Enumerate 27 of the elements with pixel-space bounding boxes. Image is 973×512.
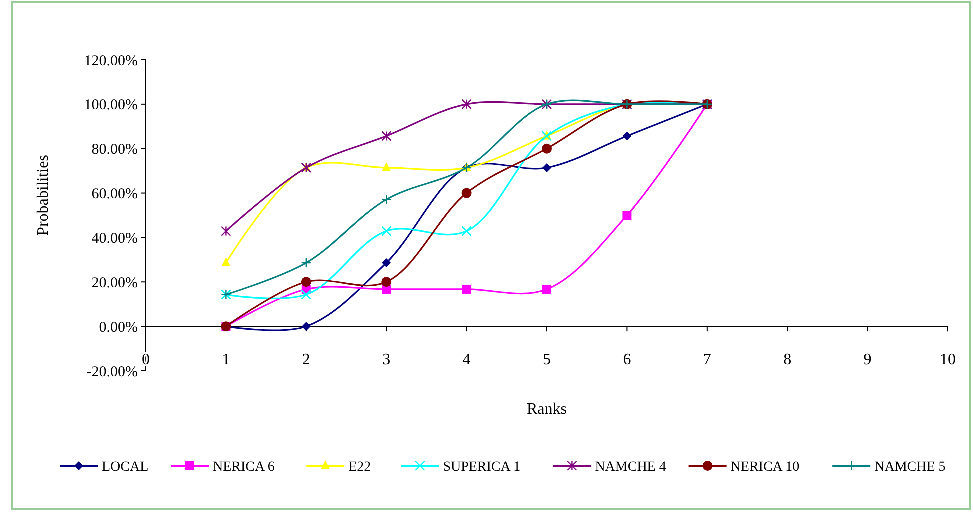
legend-label: NERICA 6 bbox=[213, 460, 275, 475]
y-tick-label: 20.00% bbox=[92, 275, 138, 292]
y-tick-label: 80.00% bbox=[92, 142, 138, 158]
x-tick-label: 5 bbox=[543, 352, 551, 369]
y-tick-label: 40.00% bbox=[92, 230, 138, 247]
x-tick-label: 1 bbox=[222, 352, 230, 369]
x-tick-label: 9 bbox=[864, 352, 872, 369]
x-tick-label: 2 bbox=[302, 352, 310, 369]
y-tick-label: 100.00% bbox=[84, 98, 138, 114]
legend-label: NERICA 10 bbox=[730, 460, 800, 475]
x-axis-title: Ranks bbox=[527, 401, 567, 418]
x-tick-label: 7 bbox=[703, 352, 712, 369]
x-tick-label: 6 bbox=[623, 352, 632, 369]
legend-label: SUPERICA 1 bbox=[443, 460, 521, 475]
legend-label: E22 bbox=[348, 460, 372, 475]
y-tick-label: 120.00% bbox=[84, 53, 138, 70]
x-tick-label: 8 bbox=[784, 352, 792, 369]
legend-label: NAMCHE 5 bbox=[874, 460, 946, 475]
x-tick-label: 3 bbox=[382, 352, 391, 369]
y-tick-label: -20.00% bbox=[86, 364, 138, 380]
legend-label: NAMCHE 4 bbox=[595, 460, 666, 475]
y-tick-label: 60.00% bbox=[92, 186, 138, 203]
x-tick-label: 4 bbox=[462, 352, 471, 369]
y-axis-title: Probabilities bbox=[35, 155, 52, 236]
legend-label: LOCAL bbox=[102, 460, 149, 475]
x-tick-label: 10 bbox=[940, 352, 956, 369]
y-tick-label: 0.00% bbox=[99, 320, 138, 336]
